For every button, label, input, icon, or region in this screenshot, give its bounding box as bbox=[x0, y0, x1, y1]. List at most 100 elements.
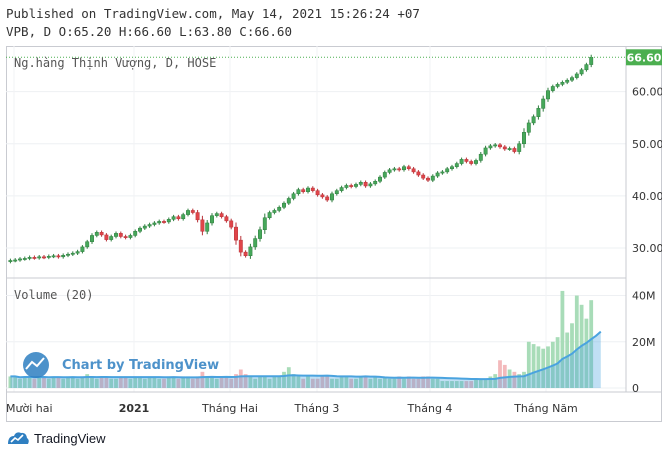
volume-bar bbox=[334, 378, 339, 388]
candle bbox=[315, 188, 320, 197]
volume-bar bbox=[450, 381, 454, 388]
candle bbox=[234, 222, 238, 245]
candle bbox=[450, 164, 454, 171]
candle bbox=[138, 226, 142, 234]
volume-bar bbox=[531, 344, 536, 388]
candle bbox=[526, 119, 531, 136]
candle bbox=[253, 235, 258, 250]
candle bbox=[219, 211, 224, 219]
volume-bar bbox=[51, 376, 56, 388]
volume-bar bbox=[133, 376, 138, 388]
volume-bar bbox=[258, 376, 262, 388]
volume-bar bbox=[123, 376, 128, 388]
volume-bar bbox=[392, 378, 397, 388]
volume-bar bbox=[253, 378, 258, 388]
candle bbox=[454, 161, 459, 169]
volume-bar bbox=[56, 376, 61, 388]
chart-frame: 30.00 40.00 50.00 60.00 0 20M 40M Mười hai 202… bbox=[6, 46, 664, 422]
candle bbox=[517, 141, 522, 155]
volume-bar bbox=[512, 371, 517, 388]
volume-bar bbox=[526, 341, 531, 388]
candle bbox=[32, 255, 37, 260]
volume-bar bbox=[166, 376, 171, 388]
candle bbox=[243, 250, 248, 258]
candle bbox=[474, 158, 478, 166]
volume-bar bbox=[267, 378, 272, 388]
candle bbox=[286, 196, 291, 205]
candle bbox=[147, 222, 152, 228]
candle bbox=[282, 201, 286, 210]
volume-bar bbox=[469, 381, 474, 388]
volume-bar bbox=[171, 376, 176, 388]
candle bbox=[310, 186, 315, 193]
candle bbox=[574, 72, 579, 80]
volume-bar bbox=[75, 378, 80, 388]
price-tick-label: 60.00 bbox=[632, 86, 662, 99]
volume-bar bbox=[488, 376, 493, 388]
candle bbox=[546, 87, 550, 102]
volume-bar bbox=[325, 376, 330, 388]
volume-bar bbox=[430, 378, 435, 388]
volume-tick-label: 20M bbox=[632, 336, 656, 349]
volume-bar bbox=[142, 378, 147, 388]
candle bbox=[262, 213, 267, 234]
candle bbox=[349, 183, 354, 189]
candle bbox=[402, 164, 406, 172]
candle bbox=[190, 208, 195, 215]
candle bbox=[224, 214, 229, 223]
candle bbox=[512, 146, 517, 154]
volume-bar bbox=[234, 374, 238, 388]
volume-bar bbox=[214, 378, 219, 388]
volume-bar bbox=[114, 378, 118, 388]
candle bbox=[430, 174, 435, 183]
candle bbox=[13, 258, 18, 263]
volume-bar bbox=[104, 376, 109, 388]
volume-bar bbox=[339, 376, 344, 388]
volume-bar bbox=[238, 369, 243, 388]
candle bbox=[109, 234, 114, 242]
candle bbox=[459, 157, 464, 166]
candle bbox=[344, 183, 349, 190]
candle bbox=[378, 175, 382, 184]
volume-bar bbox=[344, 376, 349, 388]
candlestick-chart[interactable]: 30.00 40.00 50.00 60.00 0 20M 40M Mười hai 202… bbox=[6, 46, 664, 422]
volume-bar bbox=[262, 376, 267, 388]
price-tick-label: 40.00 bbox=[632, 190, 662, 203]
candle bbox=[200, 215, 205, 236]
volume-bar bbox=[181, 376, 186, 388]
candle bbox=[171, 214, 176, 222]
volume-bar bbox=[85, 374, 90, 388]
footer-brand[interactable]: TradingView bbox=[6, 430, 106, 446]
footer-brand-text: TradingView bbox=[34, 430, 106, 446]
candle bbox=[186, 208, 190, 217]
candle bbox=[80, 245, 85, 254]
candle bbox=[291, 191, 296, 201]
candle bbox=[426, 176, 430, 183]
volume-label: Volume (20) bbox=[14, 288, 93, 302]
candle bbox=[157, 219, 162, 225]
volume-bar bbox=[282, 371, 286, 388]
volume-bar bbox=[162, 378, 166, 388]
candle bbox=[90, 233, 94, 244]
volume-bar bbox=[382, 376, 387, 388]
volume-bar bbox=[32, 378, 37, 388]
volume-bar bbox=[229, 378, 234, 388]
candle bbox=[306, 186, 310, 194]
candle bbox=[406, 164, 411, 171]
candle bbox=[70, 251, 75, 257]
candle bbox=[210, 213, 214, 226]
volume-bar bbox=[445, 381, 450, 388]
candle bbox=[502, 145, 507, 151]
candle bbox=[382, 170, 387, 179]
candle bbox=[46, 254, 51, 260]
time-tick-label: Mười hai bbox=[6, 402, 53, 415]
candle bbox=[522, 128, 526, 148]
time-tick-label: Tháng Năm bbox=[513, 402, 578, 415]
candle bbox=[325, 195, 330, 202]
candle bbox=[339, 185, 344, 193]
candle bbox=[570, 75, 574, 83]
volume-bar bbox=[411, 378, 416, 388]
candle bbox=[334, 188, 339, 196]
candle bbox=[123, 234, 128, 240]
volume-tick-label: 40M bbox=[632, 290, 656, 303]
